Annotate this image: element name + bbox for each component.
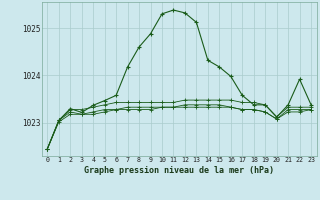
- X-axis label: Graphe pression niveau de la mer (hPa): Graphe pression niveau de la mer (hPa): [84, 166, 274, 175]
